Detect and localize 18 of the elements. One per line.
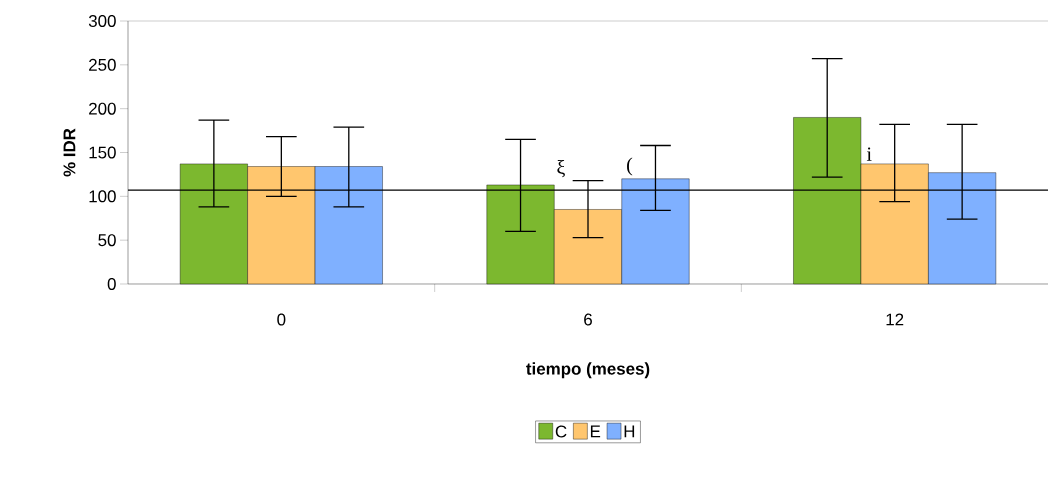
y-tick-label: 250	[89, 58, 116, 71]
annotation: ξ	[557, 159, 565, 178]
legend-label: C	[555, 425, 567, 438]
y-tick-label: 150	[89, 146, 116, 159]
annotation: i	[866, 147, 872, 161]
x-tick-label: 12	[886, 313, 904, 326]
x-tick-label: 6	[584, 313, 592, 326]
annotation: (	[627, 157, 633, 176]
y-tick-label: 50	[98, 234, 116, 247]
x-axis-title: tiempo (meses)	[526, 362, 650, 379]
y-axis-title: % IDR	[63, 128, 76, 177]
x-tick-label: 0	[277, 313, 286, 326]
y-tick-label: 100	[89, 190, 116, 203]
y-tick-label: 300	[88, 15, 116, 27]
y-tick-label: 0	[107, 278, 116, 290]
legend-label: E	[590, 425, 601, 438]
legend-label: H	[624, 425, 635, 438]
y-tick-label: 200	[89, 102, 116, 115]
